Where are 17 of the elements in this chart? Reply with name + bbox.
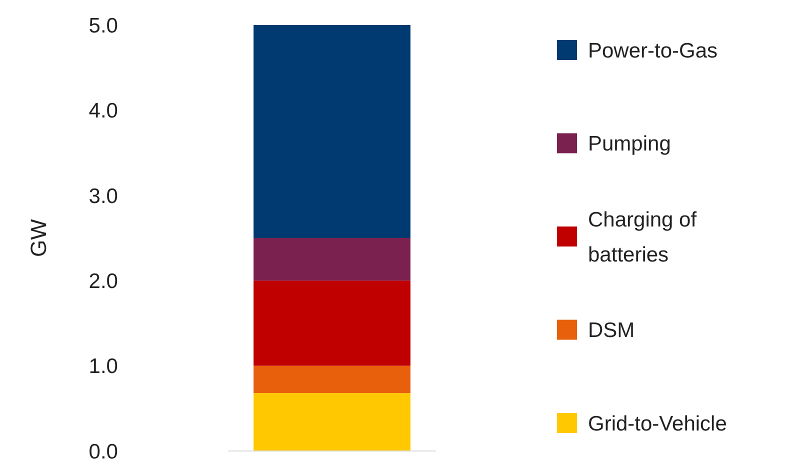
y-tick-label: 5.0 [88,14,118,38]
y-tick-label: 1.0 [88,355,118,378]
bar [254,366,410,394]
legend-label: Pumping [588,132,671,156]
bar [254,393,410,451]
y-tick-label: 0.0 [88,440,118,459]
y-tick-label: 4.0 [88,100,118,123]
bar [254,280,410,366]
legend-label: DSM [588,319,635,342]
bar [254,238,410,281]
legend-label: Charging of batteries [588,208,697,266]
legend-label: Grid-to-Vehicle [588,412,727,436]
legend-label: Power-to-Gas [588,39,718,62]
y-tick-label: 2.0 [88,270,118,293]
y-axis-title: GW [26,218,51,257]
y-tick-label: 3.0 [88,184,118,208]
bar [254,25,410,238]
